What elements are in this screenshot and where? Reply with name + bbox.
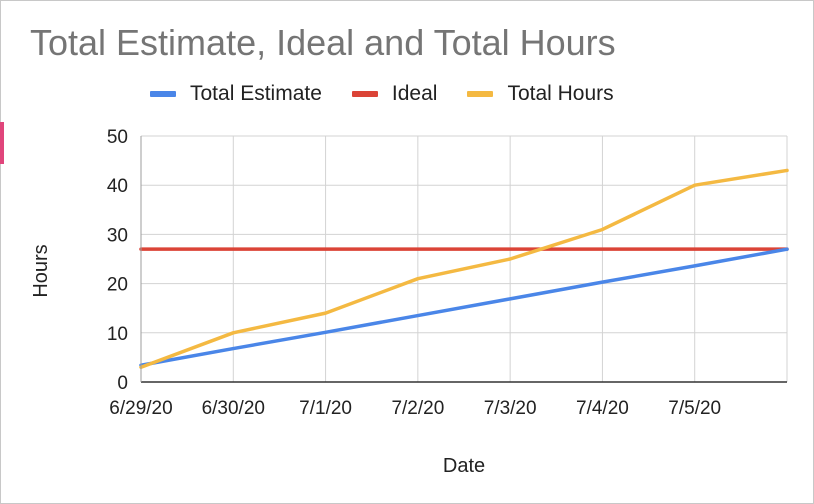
- x-tick-labels: 6/29/20 6/30/20 7/1/20 7/2/20 7/3/20 7/4/20 7/…: [109, 398, 721, 419]
- gridlines: [141, 135, 788, 382]
- legend-swatch-total-hours: [467, 91, 494, 97]
- y-tick-label: 30: [107, 225, 128, 246]
- x-tick-label: 7/3/20: [484, 398, 537, 419]
- y-tick-label: 10: [107, 324, 128, 345]
- y-tick-labels: 0 10 20 30 40 50: [107, 127, 128, 394]
- legend-label-total-hours: Total Hours: [507, 82, 614, 105]
- y-tick-label: 20: [107, 275, 128, 296]
- x-tick-label: 7/4/20: [576, 398, 629, 419]
- series-line-total-hours: [139, 168, 789, 369]
- y-axis-label: Hours: [30, 244, 52, 297]
- legend-swatch-ideal: [351, 91, 378, 97]
- legend-item-ideal[interactable]: Ideal: [351, 82, 438, 106]
- legend-item-total-estimate[interactable]: Total Estimate: [150, 82, 322, 106]
- legend-label-total-estimate: Total Estimate: [190, 82, 322, 105]
- y-tick-label: 50: [107, 127, 128, 148]
- x-tick-label: 7/2/20: [391, 398, 444, 419]
- legend-item-total-hours[interactable]: Total Hours: [467, 82, 614, 106]
- series-lines: [139, 168, 789, 369]
- y-tick-label: 40: [107, 176, 128, 197]
- x-axis-label: Date: [443, 455, 485, 477]
- edge-marker: [0, 122, 4, 164]
- y-tick-label: 0: [117, 373, 128, 394]
- legend-swatch-total-estimate: [150, 91, 176, 97]
- x-tick-label: 6/30/20: [202, 398, 265, 419]
- series-line-total-estimate: [139, 247, 789, 368]
- x-tick-label: 6/29/20: [109, 398, 172, 419]
- x-tick-label: 7/5/20: [668, 398, 721, 419]
- x-tick-label: 7/1/20: [299, 398, 352, 419]
- chart-title: Total Estimate, Ideal and Total Hours: [30, 22, 616, 63]
- chart-legend: Total Estimate Ideal Total Hours: [150, 82, 644, 106]
- axes: [140, 136, 787, 383]
- legend-label-ideal: Ideal: [391, 82, 438, 105]
